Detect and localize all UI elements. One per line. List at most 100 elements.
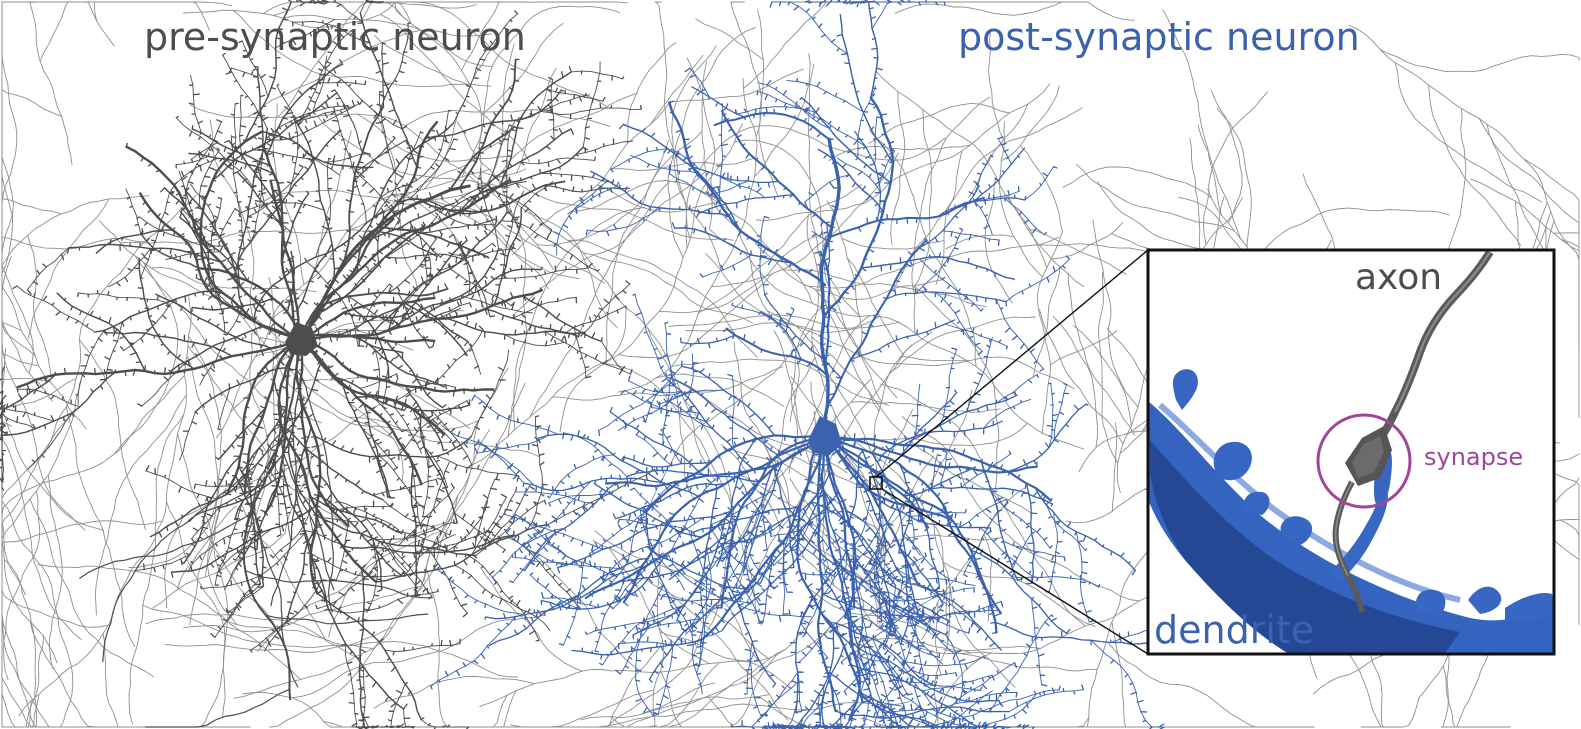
pre-dendrite-spines bbox=[578, 346, 592, 379]
post-basal-dendrite-spines bbox=[907, 549, 944, 608]
post-apical-dendrite bbox=[936, 197, 1026, 218]
post-basal-dendrite bbox=[632, 517, 726, 636]
background-axon bbox=[480, 567, 583, 672]
post-basal-dendrite-spines bbox=[718, 531, 754, 555]
post-basal-dendrite-spines bbox=[652, 656, 678, 716]
post-basal-dendrite-spines bbox=[847, 466, 864, 528]
pre-dendrite bbox=[261, 130, 374, 169]
pre-dendrite-spines bbox=[434, 89, 564, 142]
pre-dendrite-spines bbox=[436, 416, 473, 469]
post-apical-dendrite bbox=[849, 319, 956, 361]
post-apical-dendrite bbox=[995, 298, 1044, 370]
pre-dendrite bbox=[465, 553, 540, 641]
post-apical-branch-spines bbox=[713, 103, 728, 189]
post-basal-dendrite-spines bbox=[622, 393, 677, 427]
background-axon bbox=[456, 1, 628, 4]
post-basal-dendrite-spines bbox=[648, 603, 718, 683]
background-axon bbox=[404, 109, 611, 127]
post-basal-dendrite-spines bbox=[969, 344, 991, 404]
background-axon bbox=[1, 321, 53, 402]
post-basal-dendrite-spines bbox=[1045, 502, 1137, 576]
post-basal-dendrite bbox=[540, 554, 667, 610]
post-basal-dendrite bbox=[897, 501, 913, 554]
pre-dendrite-spines bbox=[411, 307, 459, 340]
pre-dendrite bbox=[394, 407, 422, 454]
post-basal-dendrite-spines bbox=[745, 501, 815, 591]
pre-dendrite-spines bbox=[455, 274, 516, 307]
post-apical-branch-spines bbox=[756, 90, 816, 117]
post-basal-dendrite-spines bbox=[547, 455, 604, 499]
post-basal-dendrite bbox=[899, 548, 944, 605]
background-axon bbox=[626, 42, 677, 145]
background-axon bbox=[1097, 181, 1253, 256]
pre-apical-dendrite-spines bbox=[321, 221, 426, 312]
pre-synaptic-neuron bbox=[0, 0, 659, 729]
pre-dendrite-spines bbox=[430, 451, 449, 489]
pre-dendrite-spines bbox=[219, 233, 245, 273]
pre-dendrite bbox=[183, 185, 196, 233]
pre-dendrite-spines bbox=[462, 569, 538, 618]
post-basal-dendrite-spines bbox=[914, 655, 986, 670]
post-apical-dendrite-spines bbox=[857, 171, 881, 186]
post-basal-dendrite bbox=[796, 433, 864, 704]
pre-dendrite bbox=[68, 243, 222, 263]
post-basal-dendrite-spines bbox=[509, 546, 549, 584]
pre-dendrite-spines bbox=[268, 625, 282, 647]
post-basal-dendrite-spines bbox=[759, 511, 770, 552]
pre-dendrite-spines bbox=[217, 428, 221, 431]
pre-dendrite-spines bbox=[121, 226, 164, 241]
pre-dendrite-spines bbox=[284, 451, 327, 537]
background-axon bbox=[1092, 219, 1139, 408]
background-axon bbox=[456, 121, 527, 437]
background-axon bbox=[720, 444, 781, 531]
pre-axon bbox=[270, 408, 297, 607]
background-axon bbox=[34, 1, 115, 47]
post-basal-dendrite-spines bbox=[994, 724, 1035, 729]
post-apical-dendrite-spines bbox=[668, 167, 720, 206]
post-basal-dendrite-spines bbox=[694, 591, 710, 655]
pre-dendrite-spines bbox=[217, 476, 273, 512]
pre-dendrite-spines bbox=[416, 470, 450, 555]
pre-dendrite bbox=[490, 187, 553, 231]
pre-dendrite-spines bbox=[356, 577, 370, 721]
pre-dendrite-spines bbox=[503, 66, 572, 177]
pre-dendrite bbox=[397, 239, 468, 329]
post-basal-dendrite-spines bbox=[547, 541, 605, 578]
post-apical-dendrite bbox=[764, 294, 842, 379]
background-axon bbox=[257, 530, 442, 652]
pre-dendrite-spines bbox=[521, 296, 578, 319]
background-axon bbox=[1197, 124, 1242, 240]
pre-dendrite bbox=[601, 340, 623, 371]
background-axon bbox=[758, 695, 820, 728]
pre-dendrite bbox=[187, 530, 264, 573]
pre-axon bbox=[102, 483, 265, 663]
post-basal-dendrite-spines bbox=[541, 592, 593, 606]
pre-dendrite bbox=[419, 234, 428, 287]
post-basal-dendrite bbox=[760, 503, 768, 550]
background-axon bbox=[65, 406, 136, 647]
background-axon bbox=[685, 321, 900, 333]
post-apical-dendrite-spines bbox=[697, 194, 785, 215]
pre-dendrite-spines bbox=[365, 390, 471, 417]
post-basal-dendrite bbox=[880, 420, 1003, 457]
pre-dendrite-spines bbox=[454, 506, 486, 549]
pre-dendrite bbox=[238, 201, 325, 215]
pre-dendrite-spines bbox=[241, 415, 286, 477]
pre-axon bbox=[145, 688, 290, 728]
post-basal-dendrite bbox=[657, 646, 674, 715]
pre-dendrite-spines bbox=[494, 225, 522, 296]
background-axon bbox=[900, 356, 1075, 390]
post-basal-dendrite-spines bbox=[968, 498, 1009, 527]
pre-dendrite-spines bbox=[12, 285, 89, 328]
background-axon bbox=[1255, 207, 1450, 265]
pre-dendrite-spines bbox=[501, 119, 521, 203]
pre-dendrite bbox=[539, 172, 614, 183]
background-axon bbox=[913, 285, 1000, 490]
pre-dendrite-spines bbox=[238, 94, 247, 147]
pre-dendrite-spines bbox=[281, 475, 319, 570]
pre-dendrite bbox=[94, 290, 225, 333]
pre-dendrite bbox=[140, 192, 171, 279]
pre-dendrite-spines bbox=[441, 325, 484, 378]
post-basal-dendrite bbox=[800, 622, 829, 659]
background-axon bbox=[1379, 49, 1580, 72]
